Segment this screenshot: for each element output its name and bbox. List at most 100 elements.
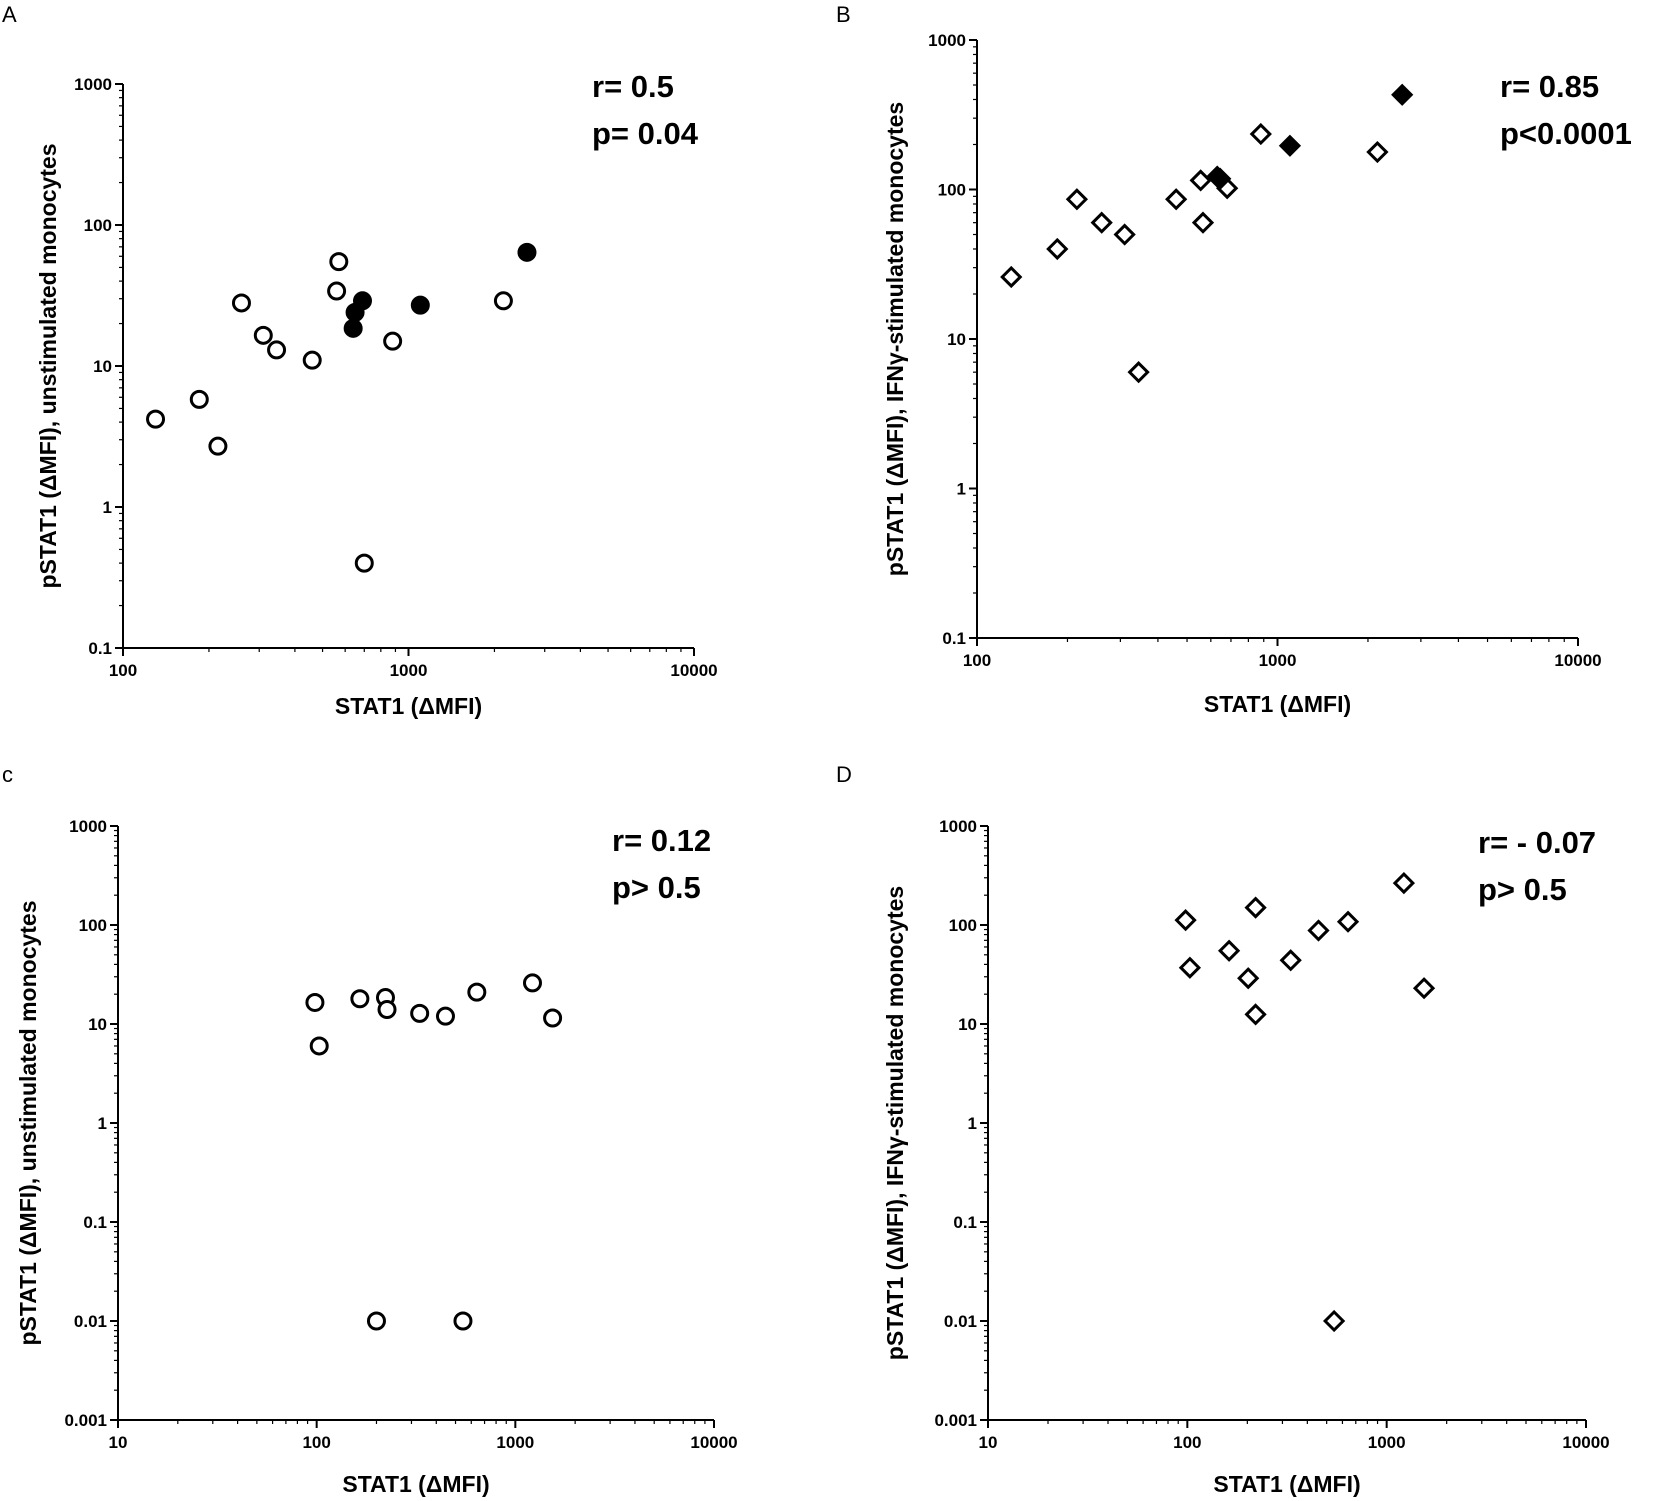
y-tick-label: 0.001 (934, 1411, 977, 1430)
data-point (410, 1003, 430, 1023)
data-point (1000, 265, 1023, 289)
x-tick-label: 100 (963, 651, 991, 670)
data-point (1237, 967, 1260, 990)
data-point (1244, 896, 1267, 919)
data-point (1113, 223, 1136, 246)
data-point (1217, 939, 1241, 962)
data-point (1366, 140, 1389, 164)
data-point (1336, 910, 1360, 933)
y-tick-label: 1000 (939, 817, 977, 836)
data-point (453, 1311, 473, 1331)
panel-a-p-value: p= 0.04 (592, 116, 699, 151)
y-tick-label: 0.01 (944, 1312, 977, 1331)
data-point (1412, 977, 1436, 1000)
panel-a-letter: A (2, 2, 17, 27)
panel-c: c 0.001 0.01 0.1 1 10 100 1000 10 100 1000 10000 ST… (2, 762, 738, 1497)
panel-c-plot: 0.001 0.01 0.1 1 10 100 1000 10 100 1000 10000 STAT… (15, 817, 738, 1497)
data-point (1278, 134, 1302, 157)
data-point (1323, 1309, 1346, 1333)
y-tick-label: 10 (93, 357, 112, 376)
y-tick-label: 1000 (928, 31, 966, 50)
y-tick-label: 100 (84, 216, 112, 235)
panel-d: D 0.001 0.01 0.1 1 10 100 1000 10 100 1000 10000 ST… (836, 762, 1610, 1497)
x-tick-label: 10000 (1554, 651, 1601, 670)
data-point (493, 291, 513, 311)
y-tick-label: 1 (957, 480, 966, 499)
x-tick-label: 1000 (390, 661, 428, 680)
data-point (1392, 871, 1416, 895)
data-point (522, 973, 542, 993)
panel-d-p-value: p> 0.5 (1478, 872, 1567, 907)
y-tick-label: 1 (968, 1114, 977, 1133)
y-axis-title: pSTAT1 (ΔMFI), unstimulated monocytes (35, 143, 61, 588)
y-axis-title: pSTAT1 (ΔMFI), unstimulated monocytes (15, 900, 41, 1345)
x-axis-title: STAT1 (ΔMFI) (1213, 1471, 1360, 1497)
panel-d-letter: D (836, 762, 852, 787)
data-point (253, 325, 273, 345)
data-point (1307, 919, 1330, 942)
x-axis-title: STAT1 (ΔMFI) (1204, 691, 1351, 717)
panel-b-p-value: p<0.0001 (1500, 116, 1632, 151)
data-point (1165, 188, 1188, 211)
panel-a: A 0.1 1 10 100 1000 100 1000 10000 STAT1 (ΔMFI) p… (2, 2, 718, 719)
panel-c-letter: c (2, 762, 13, 787)
x-tick-label: 10 (979, 1433, 998, 1452)
data-point (383, 331, 403, 351)
x-tick-label: 1000 (1259, 651, 1297, 670)
data-point (267, 340, 287, 360)
panel-b-plot: 0.1 1 10 100 1000 100 1000 10000 STAT1 (ΔMFI) pST… (882, 31, 1602, 717)
panel-b: B 0.1 1 10 100 1000 100 1000 10000 STAT1 (ΔMFI) p… (836, 2, 1632, 717)
y-tick-label: 100 (79, 916, 107, 935)
data-point (410, 295, 430, 315)
data-point (352, 291, 372, 311)
panel-c-p-value: p> 0.5 (612, 870, 701, 905)
panel-a-plot: 0.1 1 10 100 1000 100 1000 10000 STAT1 (ΔMFI) pST… (35, 75, 718, 719)
data-point (1065, 188, 1089, 211)
data-point (146, 409, 166, 429)
data-point (305, 992, 325, 1012)
data-point (350, 989, 370, 1009)
x-tick-label: 1000 (1368, 1433, 1406, 1452)
data-point (343, 318, 363, 338)
y-tick-label: 1 (98, 1114, 107, 1133)
data-point (189, 389, 209, 409)
data-point (1209, 167, 1232, 190)
data-point (1391, 83, 1414, 106)
data-point (1178, 956, 1202, 979)
data-point (1046, 237, 1069, 261)
x-tick-label: 10000 (670, 661, 717, 680)
panel-b-letter: B (836, 2, 851, 27)
data-point (309, 1036, 329, 1056)
data-point (517, 242, 537, 262)
y-tick-label: 0.1 (83, 1213, 107, 1232)
y-tick-label: 0.1 (953, 1213, 977, 1232)
data-point (366, 1311, 386, 1331)
data-point (1244, 1003, 1267, 1026)
data-point (208, 436, 228, 456)
data-point (1090, 211, 1113, 234)
x-tick-label: 10000 (1562, 1433, 1609, 1452)
y-tick-label: 0.001 (64, 1411, 107, 1430)
data-point (354, 553, 374, 573)
y-axis-title: pSTAT1 (ΔMFI), IFNγ-stimulated monocytes (882, 102, 908, 576)
x-axis-title: STAT1 (ΔMFI) (335, 693, 482, 719)
y-tick-label: 10 (958, 1015, 977, 1034)
y-tick-label: 10 (947, 330, 966, 349)
data-point (1191, 211, 1215, 234)
panel-d-r-value: r= - 0.07 (1478, 825, 1596, 860)
y-tick-label: 10 (88, 1015, 107, 1034)
y-tick-label: 0.01 (74, 1312, 107, 1331)
data-point (1189, 169, 1212, 192)
x-tick-label: 100 (302, 1433, 330, 1452)
panel-d-plot: 0.001 0.01 0.1 1 10 100 1000 10 100 1000 10000 STAT… (882, 817, 1610, 1497)
data-point (231, 293, 251, 313)
data-point (435, 1006, 455, 1026)
data-point (467, 982, 487, 1002)
x-tick-label: 10000 (690, 1433, 737, 1452)
x-tick-label: 100 (1173, 1433, 1201, 1452)
data-point (302, 350, 322, 370)
x-tick-label: 10 (109, 1433, 128, 1452)
y-tick-label: 100 (938, 181, 966, 200)
data-point (1127, 361, 1150, 384)
